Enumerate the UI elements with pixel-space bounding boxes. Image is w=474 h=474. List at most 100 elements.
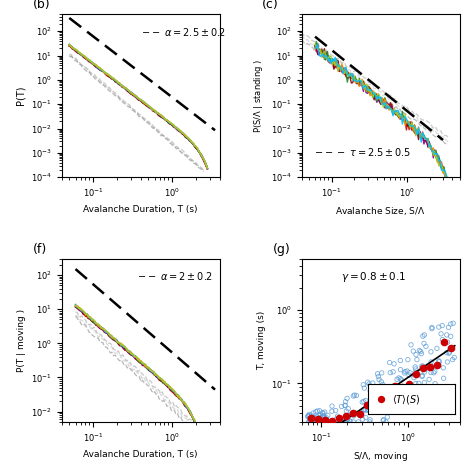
Point xyxy=(406,380,413,388)
Point xyxy=(411,368,419,376)
Point xyxy=(435,323,443,331)
Point xyxy=(431,380,439,387)
Point xyxy=(399,385,407,392)
Point xyxy=(447,344,454,352)
Point xyxy=(367,384,374,392)
Point xyxy=(305,410,313,418)
Point xyxy=(316,418,324,426)
Point xyxy=(397,366,404,374)
Point xyxy=(418,350,425,357)
Point xyxy=(315,418,323,426)
Point xyxy=(384,401,392,409)
Point xyxy=(319,418,327,426)
Point xyxy=(372,401,379,409)
Point xyxy=(343,407,350,415)
Point xyxy=(348,410,356,417)
Point xyxy=(402,387,410,394)
Point xyxy=(399,387,407,395)
Point xyxy=(427,363,434,371)
Point xyxy=(319,412,327,419)
Point xyxy=(312,418,320,426)
Point xyxy=(397,375,404,383)
Point xyxy=(323,416,330,424)
Point xyxy=(360,398,367,405)
Point xyxy=(314,407,321,415)
Point xyxy=(445,349,453,357)
Point xyxy=(412,385,420,392)
Point xyxy=(359,415,366,423)
Point xyxy=(393,375,401,383)
Point xyxy=(369,379,376,387)
Point xyxy=(398,376,405,384)
Point xyxy=(310,418,318,426)
Point xyxy=(390,360,398,368)
Point xyxy=(444,358,451,366)
Point xyxy=(327,418,334,426)
Point xyxy=(379,417,387,424)
Point xyxy=(323,418,331,426)
Point xyxy=(362,407,370,414)
Point xyxy=(419,364,427,372)
Point xyxy=(376,398,383,405)
Point xyxy=(314,418,321,426)
Point xyxy=(379,381,386,388)
Point xyxy=(364,378,372,386)
Point xyxy=(446,348,453,356)
Point xyxy=(412,380,419,387)
Point xyxy=(306,416,313,423)
Point xyxy=(400,391,407,398)
Point xyxy=(404,356,411,364)
Point xyxy=(410,374,418,382)
Point xyxy=(355,418,362,426)
Point xyxy=(430,369,438,376)
Point xyxy=(323,417,330,425)
Point xyxy=(308,411,315,419)
Point xyxy=(392,382,399,390)
Point xyxy=(447,344,455,352)
Point xyxy=(401,383,409,391)
Point xyxy=(424,363,431,371)
Point xyxy=(390,390,397,398)
Point xyxy=(383,413,391,421)
Point xyxy=(316,407,323,415)
Point xyxy=(401,369,408,377)
Point xyxy=(411,363,419,371)
Point xyxy=(386,369,394,376)
Point xyxy=(405,380,413,388)
Point xyxy=(416,346,423,354)
Point xyxy=(349,410,357,417)
Point xyxy=(380,416,387,423)
Point xyxy=(319,418,327,426)
Point xyxy=(380,386,388,393)
Point xyxy=(404,400,411,407)
Point xyxy=(443,331,450,339)
Point xyxy=(401,393,409,401)
Point xyxy=(330,418,337,426)
Point xyxy=(315,415,322,422)
Point xyxy=(366,416,374,423)
Y-axis label: P(T): P(T) xyxy=(15,86,25,106)
Point xyxy=(349,392,357,400)
Point xyxy=(420,331,428,339)
Point xyxy=(447,333,455,340)
Point xyxy=(346,417,353,424)
Point xyxy=(427,369,435,376)
Point xyxy=(311,417,319,425)
Point xyxy=(317,415,324,422)
Point xyxy=(309,418,317,426)
Point xyxy=(341,401,349,409)
Point xyxy=(437,330,445,337)
Point xyxy=(319,410,327,417)
Point xyxy=(417,384,424,392)
Point xyxy=(347,418,355,426)
Point xyxy=(360,406,368,413)
Point xyxy=(440,338,448,346)
Point xyxy=(366,387,374,395)
Point xyxy=(412,365,419,373)
Point xyxy=(351,391,358,399)
Point xyxy=(310,409,317,417)
Point xyxy=(311,418,319,426)
Point xyxy=(408,385,416,393)
Point xyxy=(313,413,321,420)
Point xyxy=(374,373,382,380)
